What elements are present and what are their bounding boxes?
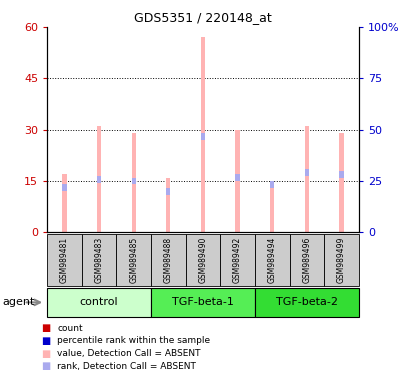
Bar — [200, 133, 204, 140]
Text: ■: ■ — [41, 361, 50, 371]
Bar — [131, 133, 135, 232]
Bar — [47, 234, 81, 286]
Bar — [270, 181, 274, 232]
Bar — [235, 174, 239, 181]
Bar — [166, 188, 170, 195]
Bar — [97, 176, 101, 183]
Text: TGF-beta-1: TGF-beta-1 — [172, 297, 233, 308]
Bar — [289, 234, 324, 286]
Text: GSM989485: GSM989485 — [129, 237, 138, 283]
Text: TGF-beta-2: TGF-beta-2 — [275, 297, 337, 308]
Bar — [131, 177, 135, 184]
Text: GSM989499: GSM989499 — [336, 237, 345, 283]
Bar — [339, 133, 343, 232]
Bar — [116, 234, 151, 286]
Bar — [47, 288, 151, 317]
Bar — [339, 170, 343, 177]
Text: GSM989496: GSM989496 — [301, 237, 310, 283]
Bar — [200, 37, 204, 232]
Text: ■: ■ — [41, 323, 50, 333]
Text: GSM989483: GSM989483 — [94, 237, 103, 283]
Text: agent: agent — [2, 297, 34, 308]
Text: GSM989492: GSM989492 — [232, 237, 241, 283]
Bar — [235, 130, 239, 232]
Bar — [270, 181, 274, 188]
Bar — [62, 174, 66, 232]
Bar — [254, 234, 289, 286]
Bar — [81, 234, 116, 286]
Bar — [254, 288, 358, 317]
Text: ■: ■ — [41, 349, 50, 359]
Text: GSM989494: GSM989494 — [267, 237, 276, 283]
Bar — [185, 234, 220, 286]
Text: GSM989488: GSM989488 — [164, 237, 173, 283]
Text: GSM989481: GSM989481 — [60, 237, 69, 283]
Bar — [166, 177, 170, 232]
Text: ■: ■ — [41, 336, 50, 346]
Text: control: control — [80, 297, 118, 308]
Text: percentile rank within the sample: percentile rank within the sample — [57, 336, 210, 346]
Bar — [304, 126, 308, 232]
Bar — [151, 288, 254, 317]
Title: GDS5351 / 220148_at: GDS5351 / 220148_at — [134, 11, 271, 24]
Bar — [97, 126, 101, 232]
Bar — [151, 234, 185, 286]
Bar — [304, 169, 308, 176]
Text: GSM989490: GSM989490 — [198, 237, 207, 283]
Bar — [62, 184, 66, 191]
Text: value, Detection Call = ABSENT: value, Detection Call = ABSENT — [57, 349, 200, 358]
Text: rank, Detection Call = ABSENT: rank, Detection Call = ABSENT — [57, 362, 196, 371]
Text: count: count — [57, 324, 83, 333]
Bar — [220, 234, 254, 286]
Bar — [324, 234, 358, 286]
